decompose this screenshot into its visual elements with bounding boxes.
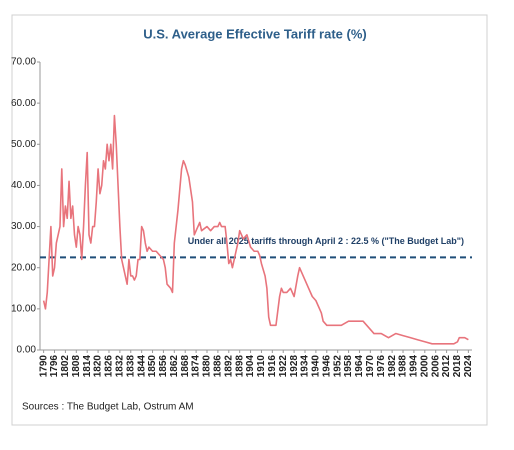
chart-frame xyxy=(11,14,488,426)
y-tick-label: 50.00 xyxy=(11,139,36,150)
source-note: Sources : The Budget Lab, Ostrum AM xyxy=(22,402,194,413)
x-tick-label: 1886 xyxy=(213,355,224,378)
y-tick-label: 30.00 xyxy=(11,221,36,232)
reference-label: Under all 2025 tariffs through April 2 :… xyxy=(188,236,464,246)
x-tick-label: 1802 xyxy=(60,355,71,378)
x-tick-label: 1892 xyxy=(223,355,234,378)
x-tick-label: 1940 xyxy=(311,355,322,378)
x-tick-label: 1916 xyxy=(267,355,278,378)
x-tick-label: 1880 xyxy=(202,355,213,378)
y-tick-label: 40.00 xyxy=(11,180,36,191)
x-tick-label: 2012 xyxy=(441,355,452,378)
x-tick-label: 1976 xyxy=(376,355,387,378)
x-tick-label: 1832 xyxy=(115,355,126,378)
x-tick-label: 1958 xyxy=(343,355,354,378)
x-tick-label: 1964 xyxy=(354,355,365,378)
x-tick-label: 1988 xyxy=(398,355,409,378)
x-tick-label: 2024 xyxy=(463,355,474,378)
chart-title: U.S. Average Effective Tariff rate (%) xyxy=(143,26,366,41)
x-tick-label: 1874 xyxy=(191,355,202,378)
x-tick-label: 2006 xyxy=(430,355,441,378)
x-tick-label: 2000 xyxy=(419,355,430,378)
x-tick-label: 1796 xyxy=(49,355,60,378)
x-tick-label: 1850 xyxy=(147,355,158,378)
x-tick-label: 1970 xyxy=(365,355,376,378)
x-tick-label: 1790 xyxy=(38,355,49,378)
x-tick-label: 1952 xyxy=(332,355,343,378)
x-tick-label: 2018 xyxy=(452,355,463,378)
x-tick-label: 1862 xyxy=(169,355,180,378)
y-tick-label: 10.00 xyxy=(11,303,36,314)
x-tick-label: 1868 xyxy=(180,355,191,378)
x-tick-label: 1826 xyxy=(104,355,115,378)
y-tick-label: 70.00 xyxy=(11,57,36,68)
x-tick-label: 1898 xyxy=(234,355,245,378)
x-tick-label: 1982 xyxy=(387,355,398,378)
y-tick-label: 0.00 xyxy=(17,345,37,356)
x-tick-label: 1808 xyxy=(71,355,82,378)
y-tick-label: 20.00 xyxy=(11,262,36,273)
x-tick-label: 1910 xyxy=(256,355,267,378)
x-tick-label: 1856 xyxy=(158,355,169,378)
x-tick-label: 1994 xyxy=(409,355,420,378)
x-tick-label: 1844 xyxy=(136,355,147,378)
x-tick-label: 1934 xyxy=(300,355,311,378)
x-tick-label: 1838 xyxy=(125,355,136,378)
data-line xyxy=(42,114,469,345)
x-tick-label: 1814 xyxy=(82,355,93,378)
x-tick-label: 1904 xyxy=(245,355,256,378)
x-tick-label: 1922 xyxy=(278,355,289,378)
x-tick-label: 1820 xyxy=(93,355,104,378)
y-tick-label: 60.00 xyxy=(11,98,36,109)
x-tick-label: 1946 xyxy=(321,355,332,378)
x-tick-label: 1928 xyxy=(289,355,300,378)
